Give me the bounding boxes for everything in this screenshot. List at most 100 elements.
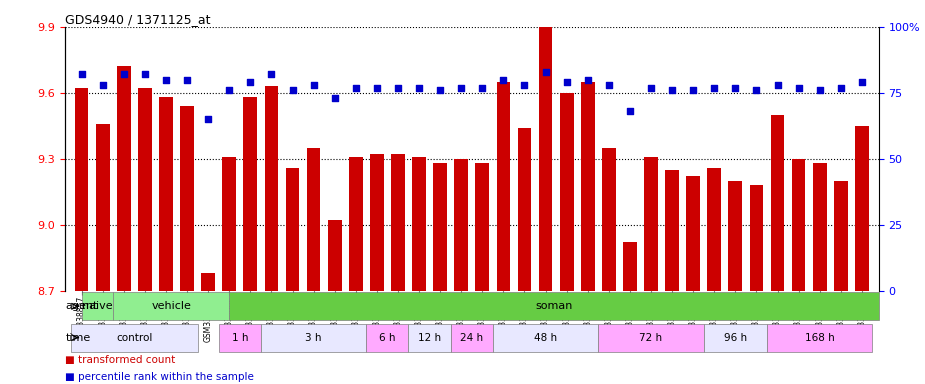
Text: naive: naive	[82, 301, 113, 311]
FancyBboxPatch shape	[71, 324, 198, 352]
Point	[538, 69, 553, 75]
Text: 1 h: 1 h	[231, 333, 248, 343]
Bar	[813, 163, 827, 291]
Bar	[96, 124, 109, 291]
Point	[74, 71, 89, 78]
Point	[812, 87, 827, 93]
Point	[833, 84, 848, 91]
Bar	[792, 159, 806, 291]
Bar	[75, 88, 89, 291]
Point	[95, 82, 110, 88]
Point	[685, 87, 700, 93]
Bar	[581, 82, 595, 291]
Point	[306, 82, 321, 88]
Bar	[771, 115, 784, 291]
Point	[138, 71, 153, 78]
Point	[454, 84, 469, 91]
FancyBboxPatch shape	[81, 292, 113, 320]
Bar	[560, 93, 574, 291]
Bar	[623, 242, 636, 291]
Text: 6 h: 6 h	[379, 333, 396, 343]
Text: 96 h: 96 h	[723, 333, 746, 343]
Bar	[708, 167, 722, 291]
Bar	[518, 128, 531, 291]
Point	[369, 84, 384, 91]
Text: ■ percentile rank within the sample: ■ percentile rank within the sample	[65, 372, 253, 382]
Bar	[349, 157, 363, 291]
FancyBboxPatch shape	[767, 324, 872, 352]
Bar	[265, 86, 278, 291]
Point	[623, 108, 637, 114]
Point	[496, 76, 511, 83]
Bar	[202, 273, 215, 291]
FancyBboxPatch shape	[704, 324, 767, 352]
Bar	[834, 181, 847, 291]
Point	[855, 79, 870, 85]
Bar	[729, 181, 742, 291]
Point	[791, 84, 806, 91]
Point	[580, 76, 595, 83]
Point	[644, 84, 659, 91]
Text: control: control	[117, 333, 153, 343]
Point	[390, 84, 405, 91]
FancyBboxPatch shape	[450, 324, 493, 352]
Point	[222, 87, 237, 93]
Bar	[222, 157, 236, 291]
Bar	[644, 157, 658, 291]
Bar	[665, 170, 679, 291]
Point	[601, 82, 616, 88]
Point	[179, 76, 194, 83]
Bar	[327, 220, 341, 291]
FancyBboxPatch shape	[229, 292, 879, 320]
Point	[771, 82, 785, 88]
Point	[517, 82, 532, 88]
Bar	[497, 82, 511, 291]
FancyBboxPatch shape	[261, 324, 366, 352]
Bar	[307, 148, 320, 291]
Point	[243, 79, 258, 85]
Text: 72 h: 72 h	[639, 333, 662, 343]
FancyBboxPatch shape	[409, 324, 450, 352]
Bar	[391, 154, 405, 291]
Bar	[475, 163, 489, 291]
Point	[201, 116, 216, 122]
Bar	[686, 176, 700, 291]
Text: agent: agent	[66, 301, 98, 311]
Point	[158, 76, 173, 83]
Bar	[138, 88, 152, 291]
Point	[665, 87, 680, 93]
Text: 168 h: 168 h	[805, 333, 834, 343]
Point	[264, 71, 278, 78]
Point	[117, 71, 131, 78]
Point	[560, 79, 574, 85]
Bar	[749, 185, 763, 291]
Text: 3 h: 3 h	[305, 333, 322, 343]
Point	[285, 87, 300, 93]
FancyBboxPatch shape	[113, 292, 229, 320]
Text: vehicle: vehicle	[152, 301, 191, 311]
Bar	[454, 159, 468, 291]
Point	[707, 84, 722, 91]
Bar	[180, 106, 194, 291]
FancyBboxPatch shape	[598, 324, 704, 352]
Text: soman: soman	[536, 301, 573, 311]
Bar	[602, 148, 616, 291]
Text: 24 h: 24 h	[461, 333, 484, 343]
Point	[412, 84, 426, 91]
Bar	[117, 66, 130, 291]
Bar	[370, 154, 384, 291]
Text: GDS4940 / 1371125_at: GDS4940 / 1371125_at	[65, 13, 210, 26]
Text: ■ transformed count: ■ transformed count	[65, 355, 175, 365]
FancyBboxPatch shape	[366, 324, 409, 352]
Text: 48 h: 48 h	[534, 333, 557, 343]
Bar	[243, 97, 257, 291]
Bar	[159, 97, 173, 291]
Point	[728, 84, 743, 91]
FancyBboxPatch shape	[218, 324, 261, 352]
Bar	[855, 126, 869, 291]
Point	[475, 84, 489, 91]
Text: time: time	[66, 333, 91, 343]
Bar	[413, 157, 426, 291]
FancyBboxPatch shape	[493, 324, 598, 352]
Text: 12 h: 12 h	[418, 333, 441, 343]
